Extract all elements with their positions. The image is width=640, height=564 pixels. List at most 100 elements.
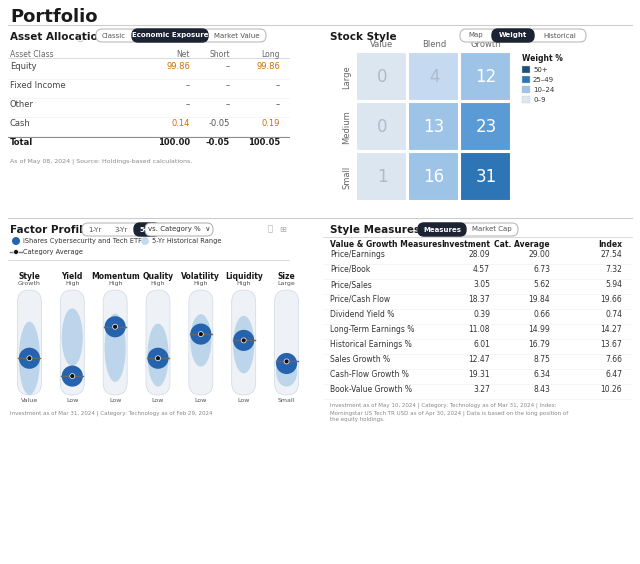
Circle shape [233, 330, 254, 351]
Text: the equity holdings.: the equity holdings. [330, 417, 385, 422]
FancyBboxPatch shape [145, 223, 213, 236]
Text: 19.84: 19.84 [529, 295, 550, 304]
Ellipse shape [61, 309, 83, 366]
Bar [522, 76, 530, 83]
Text: Measures: Measures [423, 227, 461, 232]
Text: 8.75: 8.75 [533, 355, 550, 364]
Text: Asset Class: Asset Class [10, 50, 54, 59]
Bar [356, 102, 407, 151]
Text: High: High [65, 281, 79, 286]
Text: vs. Category %  ∨: vs. Category % ∨ [148, 227, 210, 232]
Circle shape [104, 316, 125, 337]
Bar [460, 102, 511, 151]
Text: 50+: 50+ [533, 67, 548, 73]
Text: Map: Map [468, 33, 483, 38]
Text: High: High [236, 281, 251, 286]
Text: High: High [151, 281, 165, 286]
FancyBboxPatch shape [134, 223, 160, 236]
Text: 5-Yr Historical Range: 5-Yr Historical Range [152, 238, 221, 244]
Text: 19.31: 19.31 [468, 370, 490, 379]
Text: Other: Other [10, 100, 34, 109]
Text: Volatility: Volatility [181, 272, 220, 281]
Circle shape [27, 356, 32, 361]
Text: 100.00: 100.00 [158, 138, 190, 147]
FancyBboxPatch shape [132, 29, 208, 42]
Ellipse shape [190, 314, 211, 367]
FancyBboxPatch shape [82, 223, 160, 236]
Text: 16: 16 [424, 168, 445, 186]
Text: Medium: Medium [342, 110, 351, 144]
Text: 12.47: 12.47 [468, 355, 490, 364]
Text: Asset Allocation: Asset Allocation [10, 32, 105, 42]
Text: Economic Exposure: Economic Exposure [132, 33, 208, 38]
Text: Quality: Quality [143, 272, 173, 281]
Text: Value: Value [21, 398, 38, 403]
Bar [356, 52, 407, 101]
Text: Size: Size [278, 272, 296, 281]
Text: 3.05: 3.05 [473, 280, 490, 289]
Text: 11.08: 11.08 [468, 325, 490, 334]
Circle shape [147, 347, 168, 369]
Text: Classic: Classic [102, 33, 126, 38]
Text: Liquidity: Liquidity [225, 272, 262, 281]
Text: Price/Earnings: Price/Earnings [330, 250, 385, 259]
Text: ⓘ: ⓘ [78, 33, 83, 42]
Text: 12: 12 [476, 68, 497, 86]
Text: Index: Index [598, 240, 622, 249]
Text: ⊞: ⊞ [279, 224, 286, 233]
Text: 7.32: 7.32 [605, 265, 622, 274]
Text: 6.01: 6.01 [473, 340, 490, 349]
FancyBboxPatch shape [96, 29, 266, 42]
Text: Market Value: Market Value [214, 33, 260, 38]
Text: 0: 0 [377, 68, 387, 86]
Text: Portfolio: Portfolio [10, 8, 97, 26]
FancyBboxPatch shape [189, 290, 213, 395]
Text: 28.09: 28.09 [468, 250, 490, 259]
Text: Stock Style: Stock Style [330, 32, 397, 42]
Bar [522, 66, 530, 73]
Text: Investment as of Mar 31, 2024 | Category: Technology as of Feb 29, 2024: Investment as of Mar 31, 2024 | Category… [10, 411, 212, 416]
Text: Cash-Flow Growth %: Cash-Flow Growth % [330, 370, 409, 379]
Text: Book-Value Growth %: Book-Value Growth % [330, 385, 412, 394]
Bar [460, 52, 511, 101]
Bar [408, 52, 459, 101]
Text: 13.67: 13.67 [600, 340, 622, 349]
Text: Cat. Average: Cat. Average [494, 240, 550, 249]
Ellipse shape [104, 314, 125, 382]
Text: Large: Large [278, 281, 296, 286]
Text: 3-Yr: 3-Yr [115, 227, 127, 232]
Text: Value: Value [371, 40, 394, 49]
Ellipse shape [19, 321, 40, 395]
Circle shape [276, 353, 297, 374]
Text: Historical Earnings %: Historical Earnings % [330, 340, 412, 349]
Circle shape [284, 359, 289, 364]
Text: Dividend Yield %: Dividend Yield % [330, 310, 394, 319]
Text: Short: Short [209, 50, 230, 59]
Bar [460, 152, 511, 201]
Text: Small: Small [278, 398, 295, 403]
Circle shape [70, 373, 75, 378]
FancyBboxPatch shape [17, 290, 42, 395]
Text: High: High [108, 281, 122, 286]
Text: 0.19: 0.19 [262, 119, 280, 128]
Text: 27.54: 27.54 [600, 250, 622, 259]
FancyBboxPatch shape [460, 29, 586, 42]
Text: Value & Growth Measures: Value & Growth Measures [330, 240, 442, 249]
FancyBboxPatch shape [418, 223, 466, 236]
Circle shape [241, 338, 246, 343]
Text: Investment: Investment [441, 240, 490, 249]
FancyBboxPatch shape [492, 29, 534, 42]
Text: Low: Low [109, 398, 122, 403]
Text: 19.66: 19.66 [600, 295, 622, 304]
Text: Long-Term Earnings %: Long-Term Earnings % [330, 325, 414, 334]
Text: 5.62: 5.62 [533, 280, 550, 289]
Text: Low: Low [66, 398, 79, 403]
Text: 6.73: 6.73 [533, 265, 550, 274]
Text: ⓘ: ⓘ [268, 224, 273, 233]
Text: Morningstar US Tech TR USD as of Apr 30, 2024 | Data is based on the long positi: Morningstar US Tech TR USD as of Apr 30,… [330, 410, 568, 416]
Text: 29.00: 29.00 [528, 250, 550, 259]
Text: 16.79: 16.79 [528, 340, 550, 349]
Text: Net: Net [177, 50, 190, 59]
Text: 1: 1 [377, 168, 387, 186]
Text: Momentum: Momentum [91, 272, 140, 281]
